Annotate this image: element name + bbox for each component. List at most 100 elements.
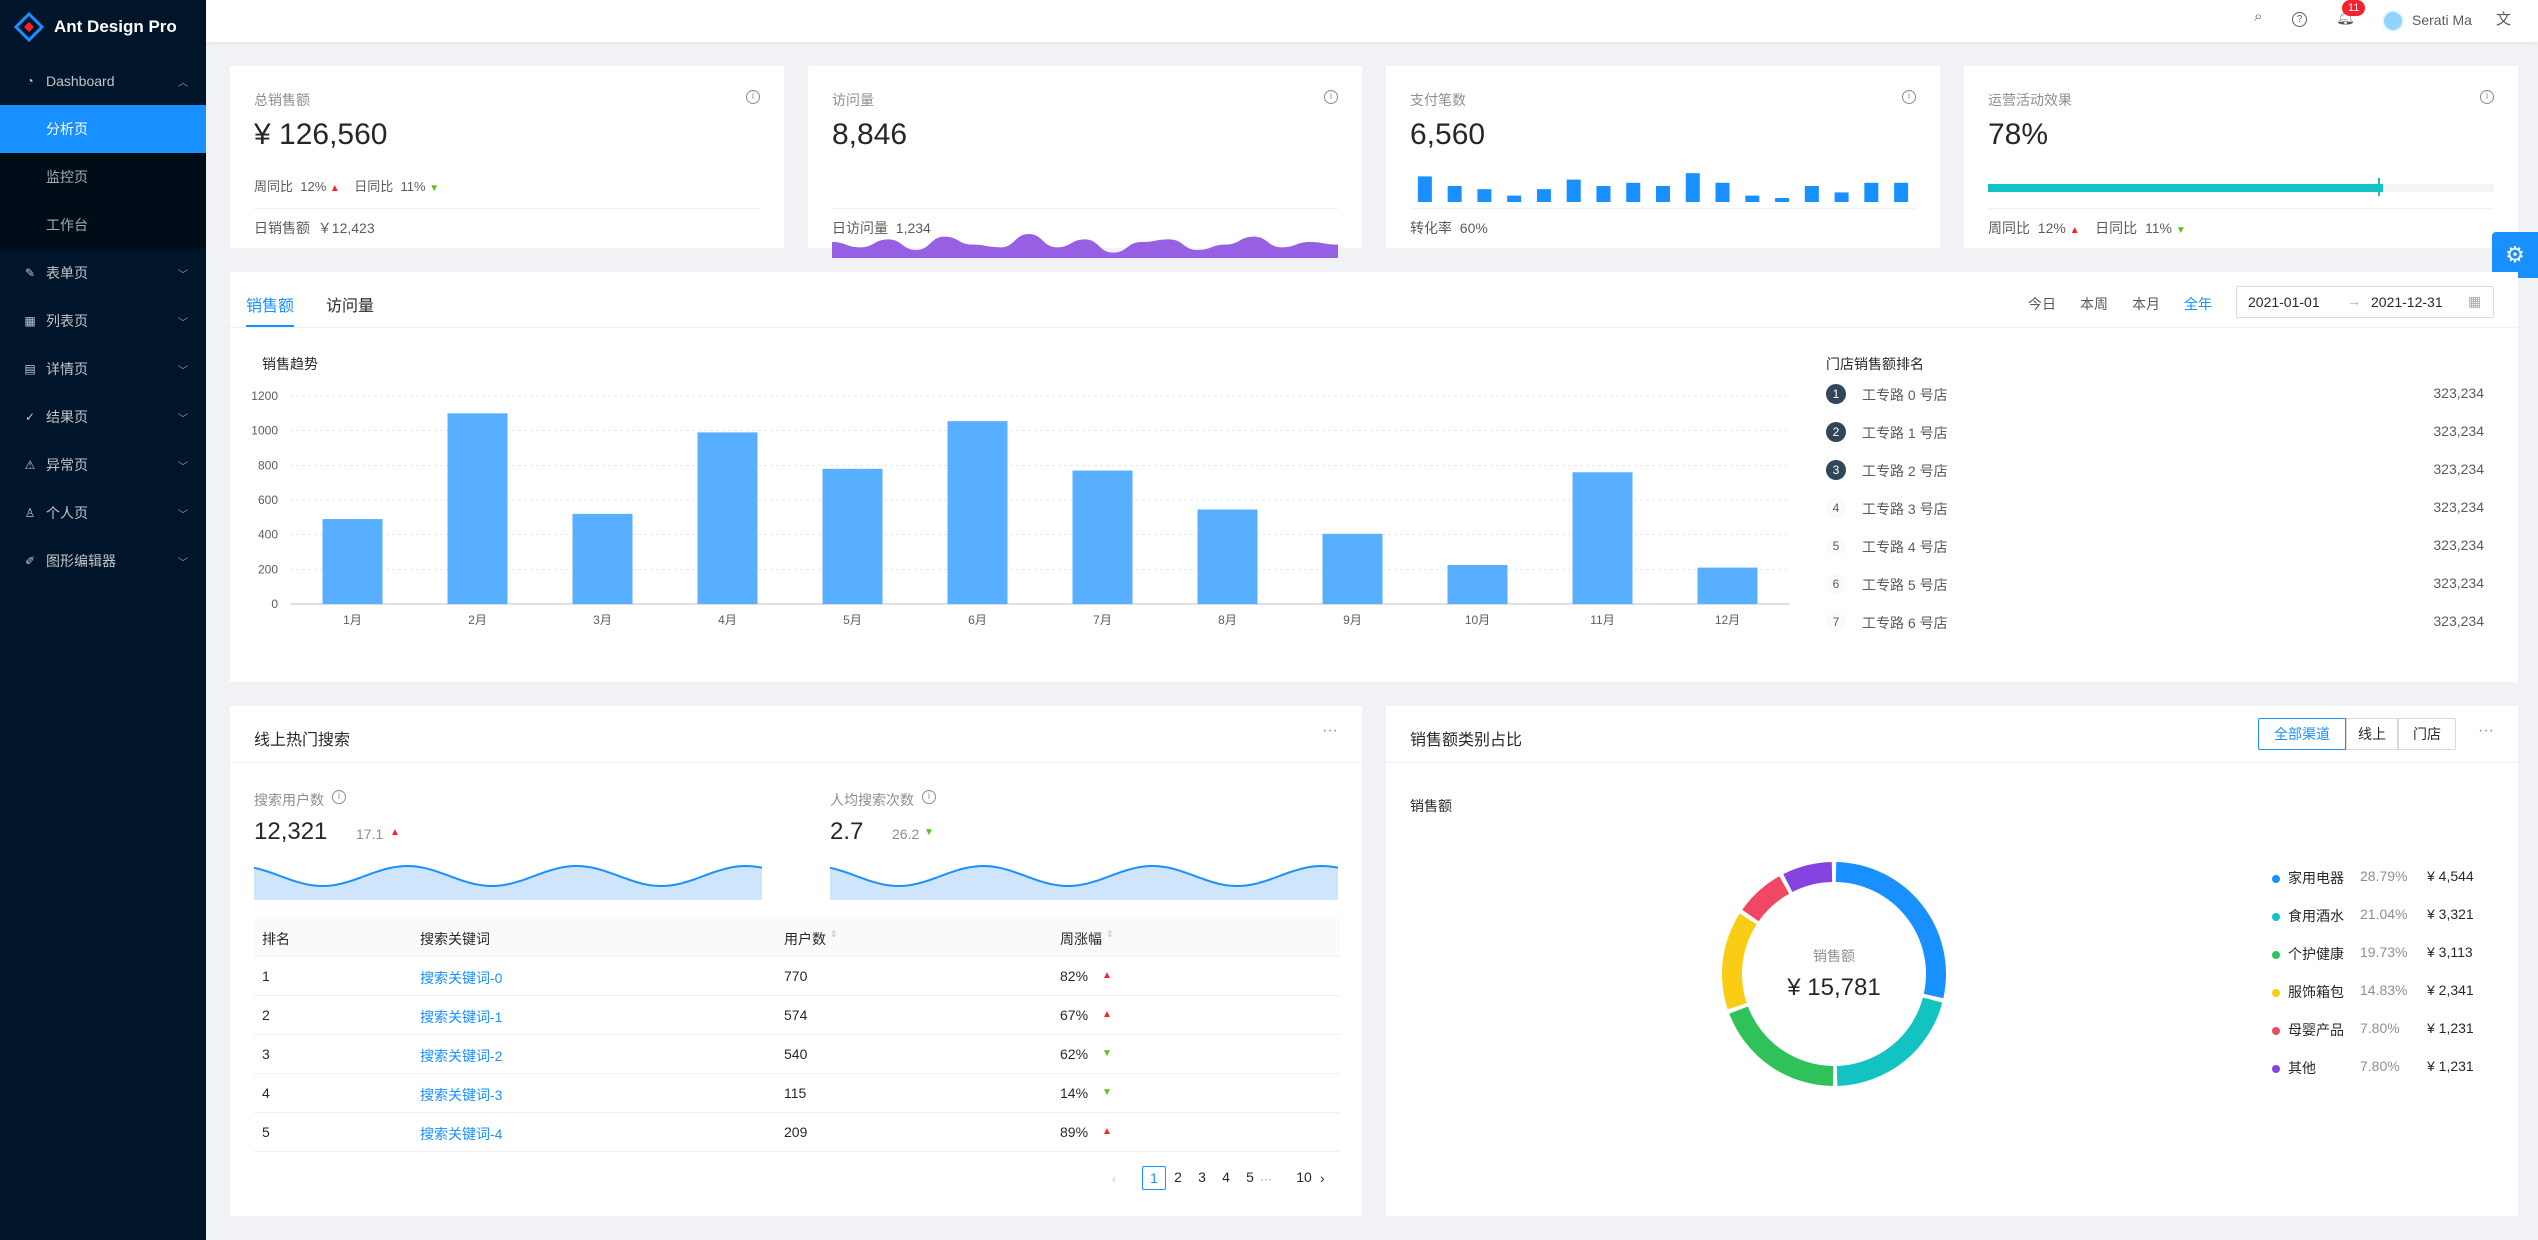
menu-form[interactable]: ✎ 表单页 ﹀ bbox=[0, 249, 206, 297]
range-today[interactable]: 今日 bbox=[2028, 296, 2056, 312]
segment-store[interactable]: 门店 bbox=[2398, 718, 2456, 750]
bar[interactable] bbox=[822, 468, 883, 604]
next-page-icon[interactable]: › bbox=[1320, 1170, 1325, 1186]
page-item[interactable]: 1 bbox=[1142, 1166, 1166, 1190]
users-mini-area bbox=[254, 864, 762, 900]
range-week[interactable]: 本周 bbox=[2080, 296, 2108, 312]
range-month[interactable]: 本月 bbox=[2132, 296, 2160, 312]
question-icon[interactable]: ? bbox=[2292, 12, 2307, 27]
mini-bar bbox=[1804, 186, 1819, 202]
segment-online[interactable]: 线上 bbox=[2346, 718, 2398, 750]
range-year[interactable]: 全年 bbox=[2184, 296, 2212, 312]
donut-slice[interactable] bbox=[1783, 862, 1833, 892]
info-icon[interactable]: i bbox=[332, 790, 346, 804]
bar[interactable] bbox=[947, 421, 1008, 604]
bar[interactable] bbox=[1322, 533, 1383, 604]
segment-label: 线上 bbox=[2358, 726, 2386, 742]
bar[interactable] bbox=[697, 432, 758, 604]
users-cell: 209 bbox=[784, 1124, 808, 1140]
legend-item[interactable]: 家用电器 28.79% ¥ 4,544 bbox=[2272, 868, 2492, 888]
bar[interactable] bbox=[322, 519, 383, 604]
legend-item[interactable]: 服饰箱包 14.83% ¥ 2,341 bbox=[2272, 982, 2492, 1002]
tab-sales[interactable]: 销售额 bbox=[246, 298, 295, 315]
keyword-link[interactable]: 搜索关键词-3 bbox=[420, 1087, 503, 1103]
info-icon[interactable]: i bbox=[922, 790, 936, 804]
prev-page-icon[interactable]: ‹ bbox=[1112, 1172, 1116, 1186]
rank-store-name: 工专路 5 号店 bbox=[1862, 577, 1948, 593]
rank-store-name: 工专路 3 号店 bbox=[1862, 501, 1948, 517]
keyword-link[interactable]: 搜索关键词-4 bbox=[420, 1126, 503, 1142]
info-icon[interactable]: i bbox=[1902, 90, 1916, 104]
page-item[interactable]: 4 bbox=[1222, 1169, 1230, 1185]
page-item[interactable]: 3 bbox=[1198, 1169, 1206, 1185]
legend-item[interactable]: 母婴产品 7.80% ¥ 1,231 bbox=[2272, 1020, 2492, 1040]
more-icon[interactable]: ··· bbox=[2478, 722, 2494, 739]
chevron-down-icon: ﹀ bbox=[178, 365, 188, 377]
segment-all[interactable]: 全部渠道 bbox=[2258, 718, 2346, 750]
bar[interactable] bbox=[1697, 567, 1758, 604]
bar[interactable] bbox=[1197, 509, 1258, 604]
page-item[interactable]: 2 bbox=[1174, 1169, 1182, 1185]
caret-up-icon: ▲ bbox=[390, 827, 400, 838]
logo[interactable]: Ant Design Pro bbox=[0, 0, 206, 54]
page-item[interactable]: 5 bbox=[1246, 1169, 1254, 1185]
translate-icon[interactable]: 文 bbox=[2496, 11, 2512, 28]
menu-editor[interactable]: ✐ 图形编辑器 ﹀ bbox=[0, 537, 206, 585]
submenu-analysis[interactable]: 分析页 bbox=[0, 105, 206, 153]
bar[interactable] bbox=[1072, 470, 1133, 604]
donut-slice[interactable] bbox=[1742, 876, 1790, 922]
bar[interactable] bbox=[447, 413, 508, 604]
rank-value: 323,234 bbox=[2433, 385, 2484, 401]
legend-name: 家用电器 bbox=[2288, 870, 2344, 886]
menu-dashboard[interactable]: ◔ Dashboard ︿ bbox=[0, 57, 206, 105]
menu-profile[interactable]: ▤ 详情页 ﹀ bbox=[0, 345, 206, 393]
legend-name: 其他 bbox=[2288, 1060, 2316, 1076]
sort-icon[interactable]: ⇕ bbox=[830, 929, 838, 939]
legend-item[interactable]: 食用酒水 21.04% ¥ 3,321 bbox=[2272, 906, 2492, 926]
rank-badge: 4 bbox=[1826, 498, 1846, 518]
keyword-link[interactable]: 搜索关键词-0 bbox=[420, 970, 503, 986]
dashboard-icon: ◔ bbox=[26, 74, 34, 88]
menu-result[interactable]: ✓ 结果页 ﹀ bbox=[0, 393, 206, 441]
date-range-picker[interactable]: 2021-01-01 → 2021-12-31 ▦ bbox=[2236, 286, 2494, 318]
legend-item[interactable]: 其他 7.80% ¥ 1,231 bbox=[2272, 1058, 2492, 1078]
legend-item[interactable]: 个护健康 19.73% ¥ 3,113 bbox=[2272, 944, 2492, 964]
info-icon[interactable]: i bbox=[2480, 90, 2494, 104]
info-icon[interactable]: i bbox=[1324, 90, 1338, 104]
submenu-monitor[interactable]: 监控页 bbox=[0, 153, 206, 201]
bar[interactable] bbox=[572, 513, 633, 604]
column-header[interactable]: 用户数 bbox=[784, 931, 826, 947]
stat-footer: 日访问量 1,234 bbox=[832, 218, 931, 238]
keyword-link[interactable]: 搜索关键词-2 bbox=[420, 1048, 503, 1064]
keyword-link[interactable]: 搜索关键词-1 bbox=[420, 1009, 503, 1025]
submenu-workplace[interactable]: 工作台 bbox=[0, 201, 206, 249]
chevron-down-icon: ﹀ bbox=[178, 461, 188, 473]
date-start[interactable]: 2021-01-01 bbox=[2248, 294, 2320, 310]
menu-list[interactable]: ▦ 列表页 ﹀ bbox=[0, 297, 206, 345]
more-icon[interactable]: ··· bbox=[1322, 722, 1338, 739]
menu-exception[interactable]: ⚠ 异常页 ﹀ bbox=[0, 441, 206, 489]
search-icon[interactable]: ⌕ bbox=[2254, 8, 2263, 25]
info-icon[interactable]: i bbox=[746, 90, 760, 104]
table-row: 4 搜索关键词-3 115 14% ▼ bbox=[254, 1074, 1340, 1113]
page-item[interactable]: 10 bbox=[1296, 1169, 1312, 1185]
date-end[interactable]: 2021-12-31 bbox=[2371, 294, 2443, 310]
sort-icon[interactable]: ⇕ bbox=[1106, 929, 1114, 939]
settings-drawer-handle[interactable]: ⚙ bbox=[2492, 232, 2538, 278]
avatar[interactable] bbox=[2382, 10, 2404, 32]
y-tick-label: 600 bbox=[258, 493, 278, 507]
more-pages-icon[interactable]: ··· bbox=[1260, 1172, 1272, 1186]
donut-slice[interactable] bbox=[1729, 1006, 1834, 1086]
column-header[interactable]: 周涨幅 bbox=[1060, 931, 1102, 947]
submenu-label: 分析页 bbox=[46, 121, 88, 137]
donut-slice[interactable] bbox=[1836, 997, 1943, 1086]
stat-value: 6,560 bbox=[1410, 118, 1486, 151]
user-name[interactable]: Serati Ma bbox=[2412, 12, 2472, 28]
bar[interactable] bbox=[1572, 472, 1633, 604]
menu-account[interactable]: ♙ 个人页 ﹀ bbox=[0, 489, 206, 537]
donut-slice[interactable] bbox=[1835, 862, 1946, 999]
donut-slice[interactable] bbox=[1722, 913, 1757, 1010]
legend-percent: 19.73% bbox=[2360, 944, 2408, 960]
bar[interactable] bbox=[1447, 565, 1508, 604]
tab-visits[interactable]: 访问量 bbox=[326, 298, 375, 315]
